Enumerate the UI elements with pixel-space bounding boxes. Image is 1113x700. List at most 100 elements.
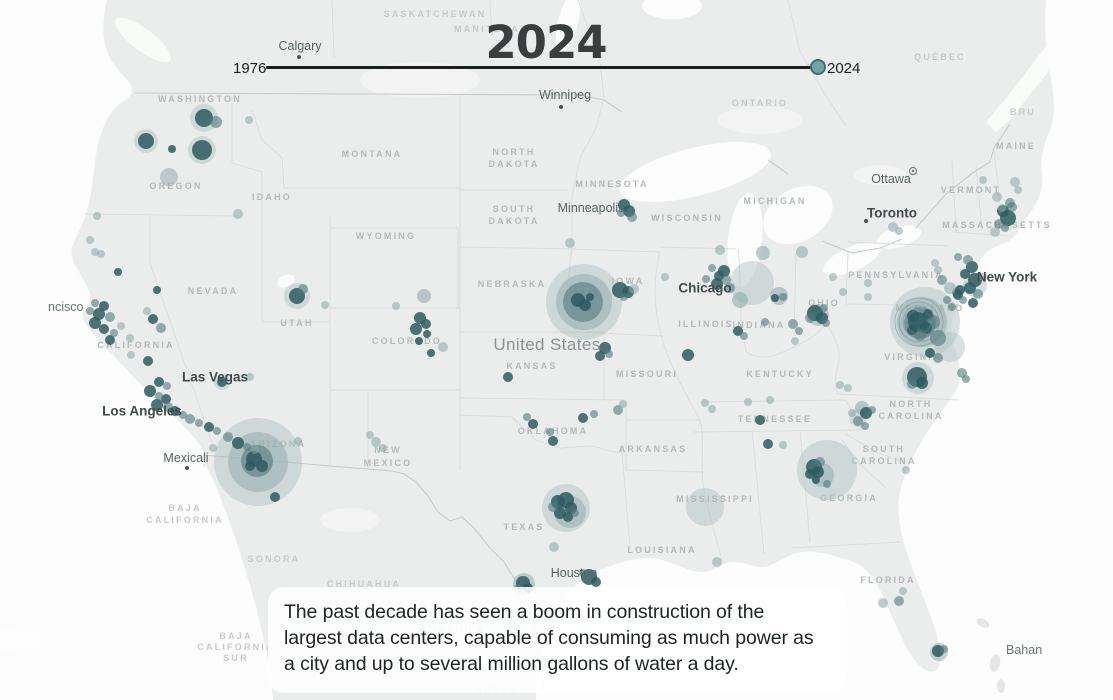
data-center-marker <box>156 323 166 333</box>
data-center-marker <box>959 296 967 304</box>
data-center-marker <box>1001 224 1009 232</box>
data-center-marker <box>548 502 558 512</box>
data-center-marker <box>590 410 598 418</box>
data-center-marker <box>907 325 917 335</box>
data-center-marker <box>185 414 195 424</box>
data-center-marker <box>766 396 774 404</box>
data-center-marker <box>686 488 724 526</box>
caption-card: The past decade has seen a boom in const… <box>268 587 846 693</box>
data-center-marker <box>99 301 109 311</box>
data-center-marker <box>763 439 773 449</box>
data-center-marker <box>943 296 951 304</box>
data-center-marker <box>233 209 243 219</box>
data-center-marker <box>163 382 171 390</box>
data-center-marker <box>771 294 779 302</box>
data-center-marker <box>930 330 946 346</box>
data-center-marker <box>795 327 803 335</box>
data-center-marker <box>423 330 431 338</box>
terrain-texture <box>0 62 906 652</box>
data-center-marker <box>868 406 876 414</box>
city-dot <box>559 105 563 109</box>
data-center-marker <box>366 431 374 439</box>
city-dot <box>864 219 868 223</box>
data-center-marker <box>712 557 722 567</box>
data-center-marker <box>143 307 151 315</box>
data-center-marker <box>127 351 135 359</box>
data-center-marker <box>779 293 787 301</box>
atlantic-gulf-ocean <box>536 0 1113 700</box>
data-center-marker <box>245 116 253 124</box>
marker-ring <box>906 309 932 335</box>
data-center-marker <box>878 598 888 608</box>
data-center-marker <box>815 457 825 467</box>
data-center-marker <box>294 437 302 445</box>
data-center-marker <box>711 278 723 290</box>
data-center-marker <box>761 318 769 326</box>
data-center-marker <box>954 253 962 261</box>
data-center-marker <box>812 466 824 478</box>
data-center-marker <box>91 299 99 307</box>
data-center-marker <box>117 322 125 330</box>
data-center-marker <box>155 392 163 400</box>
data-center-marker <box>154 377 164 387</box>
data-center-marker <box>595 351 605 361</box>
data-center-marker <box>99 324 109 334</box>
data-center-marker <box>548 436 558 446</box>
data-center-marker <box>110 329 118 337</box>
data-center-marker <box>579 569 587 577</box>
st-lawrence-river <box>986 46 1056 132</box>
timeline-handle[interactable] <box>810 59 826 75</box>
timeline-end-label: 2024 <box>827 60 861 77</box>
data-center-marker <box>822 319 830 327</box>
data-center-marker <box>864 279 872 287</box>
data-center-marker <box>93 308 105 320</box>
gulf-of-california <box>199 466 273 700</box>
marker-ring <box>894 297 944 347</box>
data-center-marker <box>86 307 94 315</box>
current-year-title: 2024 <box>485 16 607 69</box>
data-center-marker <box>591 577 601 587</box>
data-center-marker <box>968 298 978 308</box>
data-center-marker <box>937 275 947 285</box>
data-center-marker <box>853 416 863 426</box>
data-center-marker <box>998 204 1006 212</box>
data-center-marker <box>725 283 735 293</box>
data-center-marker <box>417 289 431 303</box>
data-center-marker <box>844 384 852 392</box>
data-center-marker <box>925 348 935 358</box>
data-center-marker <box>579 299 591 311</box>
data-center-marker <box>619 400 627 408</box>
data-center-marker <box>796 246 808 258</box>
data-center-marker <box>702 275 710 283</box>
data-center-marker <box>1014 186 1022 194</box>
data-center-marker <box>126 334 134 342</box>
data-center-marker <box>861 422 869 430</box>
bahamas-islets <box>976 618 1005 693</box>
data-center-marker <box>661 273 669 281</box>
data-center-marker <box>963 255 973 265</box>
data-center-marker <box>613 405 623 415</box>
data-center-marker <box>105 312 115 322</box>
data-center-marker <box>979 176 987 184</box>
data-center-marker <box>962 375 970 383</box>
data-center-marker <box>979 273 987 281</box>
data-center-marker <box>571 509 579 517</box>
data-center-marker <box>948 303 956 311</box>
data-center-marker <box>916 377 928 389</box>
data-center-marker <box>629 284 639 294</box>
data-center-marker <box>733 326 743 336</box>
data-center-marker <box>779 441 787 449</box>
data-center-marker <box>605 350 613 358</box>
data-center-marker <box>195 109 213 127</box>
data-center-marker <box>708 405 716 413</box>
data-center-marker <box>960 269 970 279</box>
data-center-marker <box>143 356 153 366</box>
data-center-marker <box>138 133 154 149</box>
data-center-marker <box>933 353 943 363</box>
data-center-marker <box>105 335 115 345</box>
city-dot <box>297 55 301 59</box>
data-center-marker <box>894 596 904 606</box>
data-center-marker <box>179 411 187 419</box>
timeline-track[interactable] <box>266 66 818 69</box>
